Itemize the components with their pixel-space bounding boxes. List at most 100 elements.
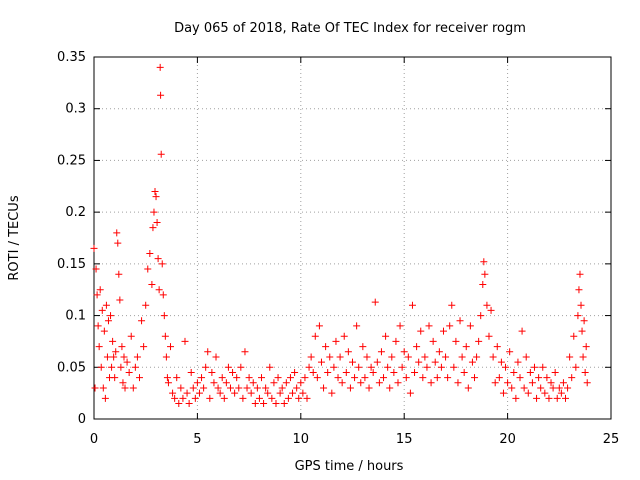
data-point	[433, 374, 441, 382]
data-point	[129, 384, 137, 392]
data-point	[332, 337, 340, 345]
data-point	[392, 337, 400, 345]
data-point	[437, 363, 445, 371]
data-point	[338, 379, 346, 387]
data-point	[543, 374, 551, 382]
data-point	[371, 298, 379, 306]
data-point	[336, 353, 344, 361]
x-tick-label: 25	[603, 432, 620, 447]
data-point	[541, 389, 549, 397]
data-point	[220, 394, 228, 402]
data-point	[138, 317, 146, 325]
data-point	[566, 353, 574, 361]
data-point	[499, 389, 507, 397]
data-point	[241, 348, 249, 356]
data-point	[104, 317, 112, 325]
data-point	[334, 374, 342, 382]
data-point	[489, 353, 497, 361]
data-point	[111, 374, 119, 382]
data-point	[413, 343, 421, 351]
data-point	[276, 389, 284, 397]
data-point	[167, 343, 175, 351]
data-point	[278, 384, 286, 392]
data-point	[280, 399, 288, 407]
data-point	[274, 374, 282, 382]
data-point	[570, 332, 578, 340]
data-point	[146, 250, 154, 258]
data-point	[251, 399, 259, 407]
data-point	[253, 384, 261, 392]
data-point	[326, 353, 334, 361]
data-point	[119, 379, 127, 387]
data-point	[309, 368, 317, 376]
data-point	[526, 368, 534, 376]
data-point	[311, 332, 319, 340]
data-point	[468, 358, 476, 366]
data-point	[117, 363, 125, 371]
data-point	[206, 394, 214, 402]
data-point	[508, 384, 516, 392]
data-point	[164, 379, 172, 387]
data-point	[161, 332, 169, 340]
data-point	[504, 379, 512, 387]
data-point	[214, 384, 222, 392]
data-point	[564, 384, 572, 392]
data-point	[116, 296, 124, 304]
data-point	[480, 258, 488, 266]
data-point	[90, 244, 98, 252]
data-point	[344, 348, 352, 356]
x-tick-label: 15	[396, 432, 413, 447]
data-point	[369, 368, 377, 376]
data-point	[123, 358, 131, 366]
data-point	[320, 384, 328, 392]
data-point	[224, 363, 232, 371]
data-point	[576, 270, 584, 278]
data-point	[245, 374, 253, 382]
data-point	[291, 368, 299, 376]
data-point	[222, 379, 230, 387]
data-point	[386, 384, 394, 392]
data-point	[202, 363, 210, 371]
data-point	[553, 394, 561, 402]
data-point	[583, 379, 591, 387]
data-point	[419, 374, 427, 382]
data-point	[429, 337, 437, 345]
grid-lines	[94, 57, 611, 419]
data-point	[226, 384, 234, 392]
x-tick-label: 10	[293, 432, 310, 447]
data-point	[193, 379, 201, 387]
data-point	[388, 353, 396, 361]
data-point	[375, 379, 383, 387]
data-point	[342, 368, 350, 376]
data-point	[577, 301, 585, 309]
data-point	[272, 399, 280, 407]
y-axis-label: ROTI / TECUs	[7, 195, 22, 280]
data-point	[384, 363, 392, 371]
data-point	[151, 187, 159, 195]
data-point	[101, 394, 109, 402]
data-point	[404, 353, 412, 361]
data-point	[485, 332, 493, 340]
data-point	[154, 255, 162, 263]
data-point	[160, 312, 168, 320]
data-point	[301, 374, 309, 382]
data-point	[442, 353, 450, 361]
data-point	[153, 218, 161, 226]
data-point	[491, 379, 499, 387]
data-point	[520, 384, 528, 392]
data-point	[555, 384, 563, 392]
data-point	[435, 348, 443, 356]
data-point	[173, 374, 181, 382]
data-point	[377, 348, 385, 356]
data-point	[535, 374, 543, 382]
data-point	[293, 384, 301, 392]
data-point	[270, 379, 278, 387]
data-point	[229, 368, 237, 376]
data-point	[163, 374, 171, 382]
data-point	[95, 343, 103, 351]
data-point	[549, 384, 557, 392]
data-point	[340, 332, 348, 340]
data-point	[581, 368, 589, 376]
data-point	[487, 306, 495, 314]
